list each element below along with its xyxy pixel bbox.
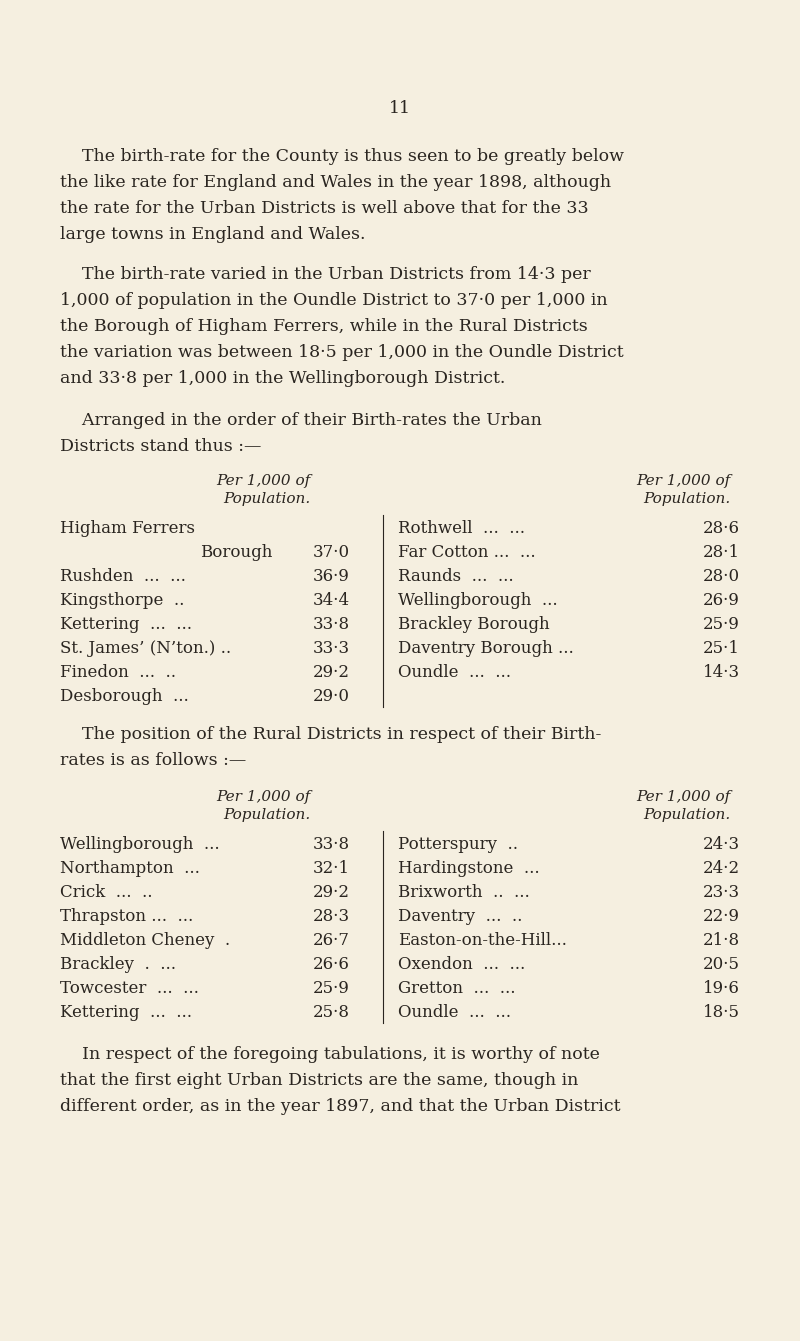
Text: 18·5: 18·5 — [703, 1004, 740, 1021]
Text: Finedon  ...  ..: Finedon ... .. — [60, 664, 176, 681]
Text: 33·8: 33·8 — [313, 616, 350, 633]
Text: Oundle  ...  ...: Oundle ... ... — [398, 1004, 511, 1021]
Text: Hardingstone  ...: Hardingstone ... — [398, 860, 540, 877]
Text: large towns in England and Wales.: large towns in England and Wales. — [60, 227, 366, 243]
Text: 26·7: 26·7 — [313, 932, 350, 949]
Text: 37·0: 37·0 — [313, 544, 350, 561]
Text: Desborough  ...: Desborough ... — [60, 688, 189, 705]
Text: 32·1: 32·1 — [313, 860, 350, 877]
Text: The position of the Rural Districts in respect of their Birth-: The position of the Rural Districts in r… — [60, 725, 602, 743]
Text: Kingsthorpe  ..: Kingsthorpe .. — [60, 591, 184, 609]
Text: 25·9: 25·9 — [703, 616, 740, 633]
Text: 24·3: 24·3 — [703, 835, 740, 853]
Text: Per 1,000 of: Per 1,000 of — [216, 790, 310, 805]
Text: Towcester  ...  ...: Towcester ... ... — [60, 980, 199, 996]
Text: Daventry  ...  ..: Daventry ... .. — [398, 908, 522, 925]
Text: Wellingborough  ...: Wellingborough ... — [398, 591, 558, 609]
Text: 11: 11 — [389, 101, 411, 117]
Text: 24·2: 24·2 — [703, 860, 740, 877]
Text: 29·2: 29·2 — [313, 884, 350, 901]
Text: Arranged in the order of their Birth-rates the Urban: Arranged in the order of their Birth-rat… — [60, 412, 542, 429]
Text: 25·9: 25·9 — [313, 980, 350, 996]
Text: Population.: Population. — [642, 809, 730, 822]
Text: the Borough of Higham Ferrers, while in the Rural Districts: the Borough of Higham Ferrers, while in … — [60, 318, 588, 335]
Text: Wellingborough  ...: Wellingborough ... — [60, 835, 220, 853]
Text: 28·6: 28·6 — [703, 520, 740, 536]
Text: Middleton Cheney  .: Middleton Cheney . — [60, 932, 230, 949]
Text: and 33·8 per 1,000 in the Wellingborough District.: and 33·8 per 1,000 in the Wellingborough… — [60, 370, 506, 388]
Text: 28·1: 28·1 — [703, 544, 740, 561]
Text: Districts stand thus :—: Districts stand thus :— — [60, 439, 262, 455]
Text: 23·3: 23·3 — [703, 884, 740, 901]
Text: Population.: Population. — [222, 492, 310, 506]
Text: 20·5: 20·5 — [703, 956, 740, 974]
Text: Borough: Borough — [200, 544, 272, 561]
Text: 22·9: 22·9 — [703, 908, 740, 925]
Text: The birth-rate varied in the Urban Districts from 14·3 per: The birth-rate varied in the Urban Distr… — [60, 266, 590, 283]
Text: rates is as follows :—: rates is as follows :— — [60, 752, 246, 768]
Text: Rothwell  ...  ...: Rothwell ... ... — [398, 520, 525, 536]
Text: Daventry Borough ...: Daventry Borough ... — [398, 640, 574, 657]
Text: 14·3: 14·3 — [703, 664, 740, 681]
Text: 26·9: 26·9 — [703, 591, 740, 609]
Text: Northampton  ...: Northampton ... — [60, 860, 200, 877]
Text: 19·6: 19·6 — [703, 980, 740, 996]
Text: Population.: Population. — [642, 492, 730, 506]
Text: Per 1,000 of: Per 1,000 of — [636, 790, 730, 805]
Text: St. James’ (N’ton.) ..: St. James’ (N’ton.) .. — [60, 640, 231, 657]
Text: that the first eight Urban Districts are the same, though in: that the first eight Urban Districts are… — [60, 1071, 578, 1089]
Text: the like rate for England and Wales in the year 1898, although: the like rate for England and Wales in t… — [60, 174, 611, 190]
Text: 33·8: 33·8 — [313, 835, 350, 853]
Text: 28·0: 28·0 — [703, 569, 740, 585]
Text: Higham Ferrers: Higham Ferrers — [60, 520, 195, 536]
Text: Thrapston ...  ...: Thrapston ... ... — [60, 908, 194, 925]
Text: 29·0: 29·0 — [313, 688, 350, 705]
Text: Crick  ...  ..: Crick ... .. — [60, 884, 153, 901]
Text: 25·1: 25·1 — [703, 640, 740, 657]
Text: the variation was between 18·5 per 1,000 in the Oundle District: the variation was between 18·5 per 1,000… — [60, 345, 624, 361]
Text: Rushden  ...  ...: Rushden ... ... — [60, 569, 186, 585]
Text: Oxendon  ...  ...: Oxendon ... ... — [398, 956, 526, 974]
Text: 36·9: 36·9 — [313, 569, 350, 585]
Text: Kettering  ...  ...: Kettering ... ... — [60, 616, 192, 633]
Text: Brixworth  ..  ...: Brixworth .. ... — [398, 884, 530, 901]
Text: 29·2: 29·2 — [313, 664, 350, 681]
Text: 21·8: 21·8 — [703, 932, 740, 949]
Text: Kettering  ...  ...: Kettering ... ... — [60, 1004, 192, 1021]
Text: 25·8: 25·8 — [313, 1004, 350, 1021]
Text: Brackley  .  ...: Brackley . ... — [60, 956, 176, 974]
Text: In respect of the foregoing tabulations, it is worthy of note: In respect of the foregoing tabulations,… — [60, 1046, 600, 1063]
Text: 34·4: 34·4 — [313, 591, 350, 609]
Text: Raunds  ...  ...: Raunds ... ... — [398, 569, 514, 585]
Text: the rate for the Urban Districts is well above that for the 33: the rate for the Urban Districts is well… — [60, 200, 589, 217]
Text: 26·6: 26·6 — [313, 956, 350, 974]
Text: Per 1,000 of: Per 1,000 of — [216, 473, 310, 488]
Text: Population.: Population. — [222, 809, 310, 822]
Text: 1,000 of population in the Oundle District to 37·0 per 1,000 in: 1,000 of population in the Oundle Distri… — [60, 292, 608, 308]
Text: 28·3: 28·3 — [313, 908, 350, 925]
Text: Gretton  ...  ...: Gretton ... ... — [398, 980, 515, 996]
Text: Potterspury  ..: Potterspury .. — [398, 835, 518, 853]
Text: The birth-rate for the County is thus seen to be greatly below: The birth-rate for the County is thus se… — [60, 148, 624, 165]
Text: Brackley Borough: Brackley Borough — [398, 616, 550, 633]
Text: 33·3: 33·3 — [313, 640, 350, 657]
Text: Per 1,000 of: Per 1,000 of — [636, 473, 730, 488]
Text: Far Cotton ...  ...: Far Cotton ... ... — [398, 544, 536, 561]
Text: Oundle  ...  ...: Oundle ... ... — [398, 664, 511, 681]
Text: Easton-on-the-Hill...: Easton-on-the-Hill... — [398, 932, 567, 949]
Text: different order, as in the year 1897, and that the Urban District: different order, as in the year 1897, an… — [60, 1098, 621, 1114]
